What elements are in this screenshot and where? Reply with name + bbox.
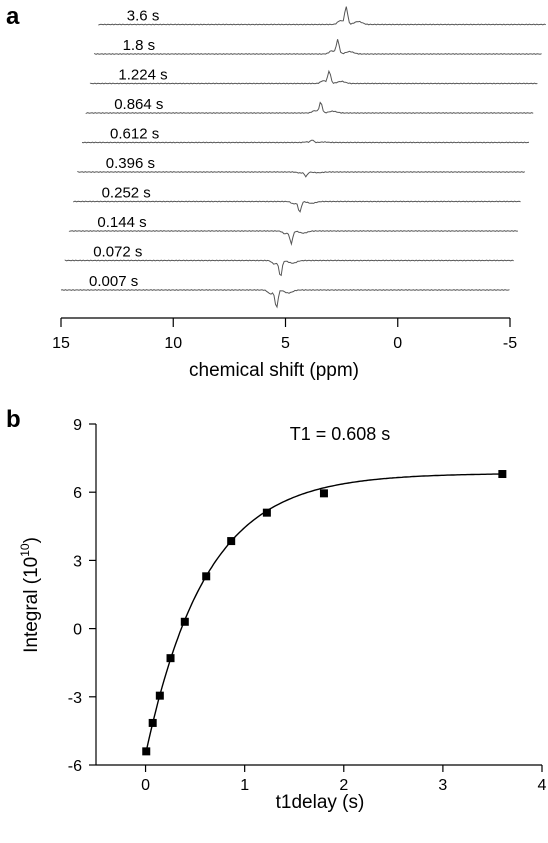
x-tick-label: 4	[538, 777, 547, 794]
x-tick-label: 0	[393, 335, 402, 352]
panel-b-x-ticks: 0 1 2 3 4	[141, 765, 547, 794]
delay-label: 3.6 s	[127, 8, 160, 25]
t1-annotation: T1 = 0.608 s	[290, 424, 391, 444]
spectrum-trace	[89, 69, 538, 85]
panel-a-letter: a	[6, 3, 20, 30]
spectrum-trace	[81, 139, 530, 144]
y-title-close: )	[21, 537, 42, 543]
delay-label: 0.396 s	[106, 155, 155, 172]
spectrum-trace	[68, 230, 518, 246]
panel-a-x-ticks: 15 10 5 0 -5	[52, 318, 517, 352]
x-tick-label: 2	[339, 777, 348, 794]
y-title-exponent: 10	[18, 543, 32, 557]
x-tick-label: 1	[240, 777, 249, 794]
delay-label: 0.072 s	[93, 244, 142, 261]
spectrum-trace	[94, 39, 542, 55]
x-tick-label: 15	[52, 335, 70, 352]
data-point	[180, 617, 189, 626]
y-tick-label: -3	[68, 690, 82, 707]
y-title-main: Integral (10	[21, 557, 42, 653]
delay-label: 1.8 s	[123, 37, 156, 54]
delay-labels: 0.007 s 0.072 s 0.144 s 0.252 s 0.396 s 0.612…	[89, 8, 168, 291]
spectrum-trace	[77, 171, 525, 178]
x-tick-label: 3	[438, 777, 447, 794]
panel-b-letter: b	[6, 406, 21, 433]
panel-a-spectra: 0.007 s 0.072 s 0.144 s 0.252 s 0.396 s 0.612…	[52, 6, 546, 381]
data-point	[227, 537, 236, 546]
panel-b-y-axis-title: Integral (1010)	[18, 537, 42, 653]
x-tick-label: 10	[164, 335, 182, 352]
data-point	[148, 718, 157, 727]
data-points	[142, 470, 507, 756]
spectrum-trace	[85, 101, 534, 115]
y-tick-label: 9	[73, 417, 82, 434]
data-point	[319, 489, 328, 498]
delay-label: 0.007 s	[89, 273, 138, 290]
data-point	[142, 747, 151, 756]
spectrum-trace	[64, 259, 514, 277]
delay-label: 1.224 s	[118, 67, 167, 84]
spectrum-trace	[98, 6, 546, 26]
x-tick-label: 5	[281, 335, 290, 352]
x-tick-label: 0	[141, 777, 150, 794]
delay-label: 0.864 s	[114, 96, 163, 113]
spectrum-trace	[73, 200, 521, 213]
delay-label: 0.612 s	[110, 126, 159, 143]
fit-curve	[145, 473, 502, 752]
panel-b-y-ticks: -6 -3 0 3 6 9	[68, 417, 96, 775]
y-tick-label: 3	[73, 553, 82, 570]
delay-label: 0.144 s	[97, 214, 146, 231]
y-tick-label: 6	[73, 485, 82, 502]
y-tick-label: 0	[73, 622, 82, 639]
panel-a-x-axis-title: chemical shift (ppm)	[189, 360, 359, 381]
spectra-traces	[60, 6, 546, 309]
spectrum-trace	[60, 289, 510, 309]
data-point	[262, 508, 271, 517]
x-tick-label: -5	[503, 335, 517, 352]
y-tick-label: -6	[68, 758, 82, 775]
panel-b-x-axis-title: t1delay (s)	[276, 792, 365, 813]
data-point	[166, 654, 175, 663]
data-point	[202, 572, 211, 581]
delay-label: 0.252 s	[102, 185, 151, 202]
data-point	[155, 691, 164, 700]
data-point	[498, 470, 507, 479]
